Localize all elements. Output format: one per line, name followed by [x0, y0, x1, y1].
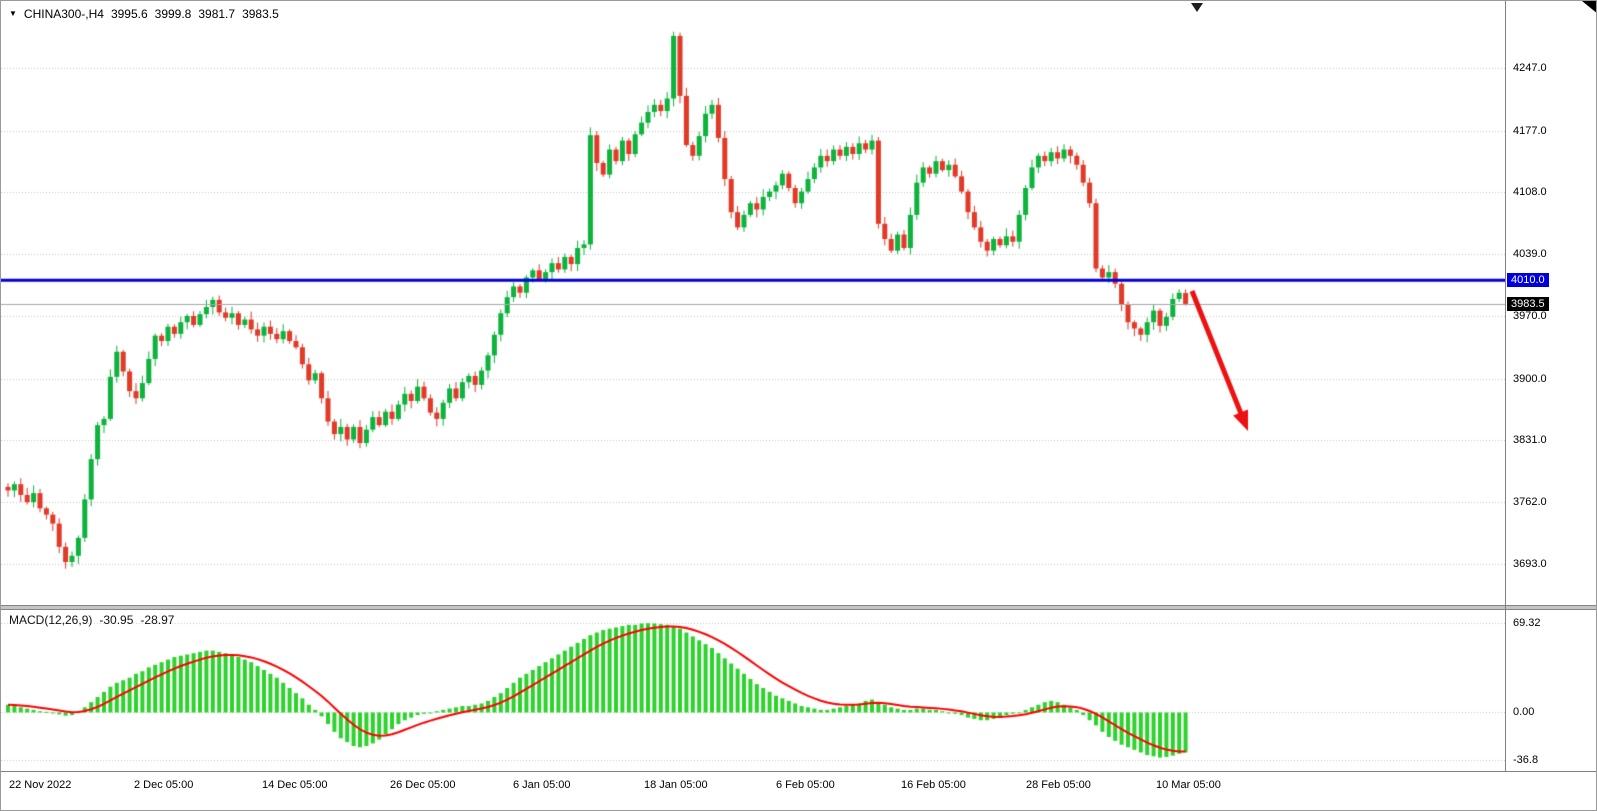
price-axis-label: 3831.0	[1513, 434, 1547, 447]
time-axis-label: 22 Nov 2022	[9, 779, 72, 791]
hline-price-badge: 4010.0	[1507, 273, 1549, 288]
macd-panel: MACD(12,26,9) -30.95 -28.97	[1, 610, 1505, 771]
time-scale[interactable]: 22 Nov 2022 2 Dec 05:00 14 Dec 05:00 26 Dec…	[1, 772, 1596, 810]
price-axis-label: 4247.0	[1513, 62, 1547, 75]
high-value: 3999.8	[154, 7, 192, 21]
current-price-badge: 3983.5	[1507, 296, 1549, 311]
time-axis-label: 2 Dec 05:00	[134, 779, 194, 791]
chart-shift-marker-icon[interactable]	[1191, 3, 1203, 12]
price-axis-label: 4039.0	[1513, 248, 1547, 261]
time-axis-label: 16 Feb 05:00	[901, 779, 966, 791]
time-axis-label: 6 Feb 05:00	[776, 779, 835, 791]
price-axis-label: 3970.0	[1513, 309, 1547, 322]
macd-axis-label: 0.00	[1513, 706, 1535, 719]
macd-name: MACD(12,26,9)	[9, 613, 93, 627]
time-axis-label: 26 Dec 05:00	[390, 779, 456, 791]
time-axis-label: 6 Jan 05:00	[513, 779, 571, 791]
macd-axis-label: -36.8	[1513, 753, 1539, 766]
expander-icon[interactable]: ▼	[9, 9, 17, 18]
price-axis-label: 4108.0	[1513, 186, 1547, 199]
price-axis-label: 3900.0	[1513, 372, 1547, 385]
price-panel: ▼ CHINA300-,H4 3995.6 3999.8 3981.7 3983…	[1, 1, 1505, 605]
price-axis-label: 4177.0	[1513, 124, 1547, 137]
scale-corner-icon	[1582, 1, 1596, 14]
panel-splitter[interactable]	[1, 605, 1596, 610]
symbol-header: ▼ CHINA300-,H4 3995.6 3999.8 3981.7 3983…	[9, 7, 279, 21]
low-value: 3981.7	[198, 7, 236, 21]
macd-signal-value: -28.97	[140, 613, 175, 627]
price-axis-label: 3762.0	[1513, 496, 1547, 509]
macd-axis-label: 69.32	[1513, 617, 1541, 630]
time-axis-label: 18 Jan 05:00	[644, 779, 708, 791]
macd-indicator-label: MACD(12,26,9) -30.95 -28.97	[9, 613, 174, 627]
price-scale[interactable]: 4010.0 3983.5 4247.0 4177.0 4108.0 4039.0 39…	[1506, 1, 1596, 771]
symbol-period-label: CHINA300-,H4	[23, 7, 104, 21]
time-scale-separator	[1, 771, 1596, 772]
price-axis-label: 3693.0	[1513, 557, 1547, 570]
open-value: 3995.6	[110, 7, 148, 21]
price-scale-separator	[1505, 1, 1506, 771]
macd-main-value: -30.95	[99, 613, 134, 627]
main-chart-canvas[interactable]	[1, 1, 1505, 605]
time-axis-label: 14 Dec 05:00	[262, 779, 328, 791]
time-axis-label: 10 Mar 05:00	[1156, 779, 1221, 791]
time-axis-label: 28 Feb 05:00	[1026, 779, 1091, 791]
macd-canvas[interactable]	[1, 610, 1505, 771]
close-value: 3983.5	[242, 7, 279, 21]
